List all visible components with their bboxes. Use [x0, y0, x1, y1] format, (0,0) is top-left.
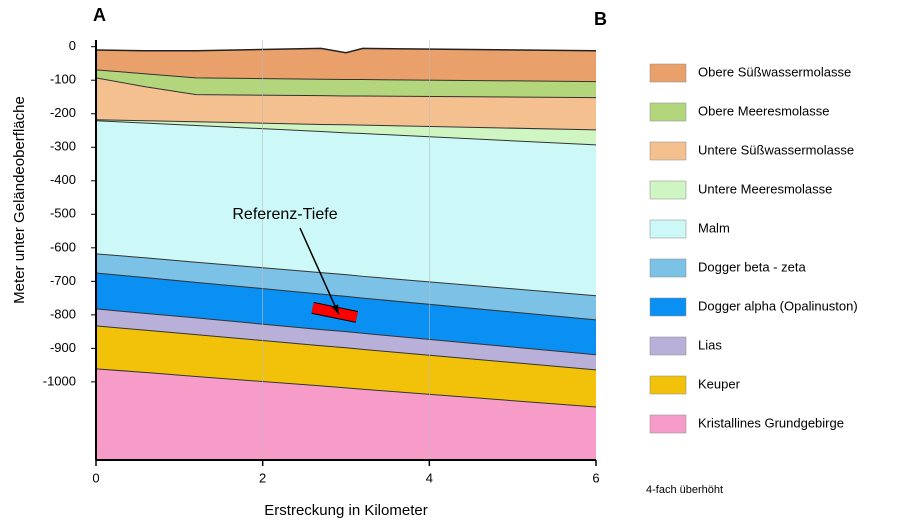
legend-swatch	[650, 181, 686, 199]
legend-swatch	[650, 415, 686, 433]
y-tick-label: -700	[50, 273, 76, 288]
legend-swatch	[650, 298, 686, 316]
y-tick-label: -900	[50, 340, 76, 355]
legend-label: Lias	[698, 337, 722, 352]
y-tick-label: 0	[69, 38, 76, 53]
chart: A B Erstreckung in Kilometer Meter unter…	[0, 0, 919, 525]
corner-label: B	[594, 9, 607, 29]
legend-label: Untere Meeresmolasse	[698, 181, 832, 196]
legend-label: Untere Süßwassermolasse	[698, 142, 854, 157]
y-tick-label: -300	[50, 139, 76, 154]
legend-label: Keuper	[698, 376, 741, 391]
y-tick-label: -200	[50, 105, 76, 120]
legend-label: Kristallines Grundgebirge	[698, 415, 844, 430]
legend-label: Malm	[698, 220, 730, 235]
y-tick-label: -800	[50, 306, 76, 321]
annotation-label: Referenz-Tiefe	[232, 206, 337, 223]
x-tick-label: 4	[426, 470, 433, 485]
corner-label: A	[93, 5, 106, 25]
y-tick-label: -400	[50, 172, 76, 187]
legend-swatch	[650, 103, 686, 121]
legend-swatch	[650, 259, 686, 277]
note: 4-fach überhöht	[646, 484, 723, 496]
x-tick-label: 6	[592, 470, 599, 485]
legend-swatch	[650, 142, 686, 160]
legend-swatch	[650, 337, 686, 355]
legend-label: Dogger alpha (Opalinuston)	[698, 298, 858, 313]
legend-label: Obere Meeresmolasse	[698, 103, 830, 118]
legend-swatch	[650, 376, 686, 394]
y-tick-label: -500	[50, 206, 76, 221]
y-tick-label: -600	[50, 239, 76, 254]
legend-label: Obere Süßwassermolasse	[698, 64, 851, 79]
y-tick-label: -1000	[43, 373, 76, 388]
x-tick-label: 2	[259, 470, 266, 485]
y-axis-label: Meter unter Geländeoberfläche	[11, 96, 28, 304]
legend-label: Dogger beta - zeta	[698, 259, 806, 274]
x-tick-label: 0	[92, 470, 99, 485]
legend-swatch	[650, 64, 686, 82]
y-tick-label: -100	[50, 72, 76, 87]
page: A B Erstreckung in Kilometer Meter unter…	[0, 0, 919, 525]
x-axis-label: Erstreckung in Kilometer	[264, 502, 427, 519]
legend-swatch	[650, 220, 686, 238]
